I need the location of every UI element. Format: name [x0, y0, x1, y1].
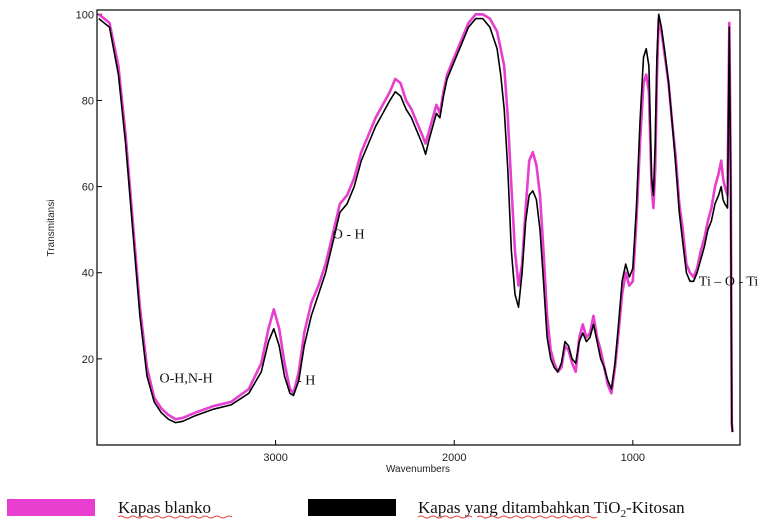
- x-tick-label: 2000: [442, 452, 466, 464]
- legend-label-blanko: Kapas blanko: [118, 498, 211, 517]
- y-tick-label: 20: [82, 354, 94, 366]
- x-axis-label: Wavenumbers: [386, 464, 450, 475]
- legend-label-tio2-main: Kapas yang ditambahkan TiO: [418, 498, 621, 517]
- legend: Kapas blanko Kapas yang ditambahkan TiO2…: [7, 498, 685, 520]
- annotation-label: - H: [297, 374, 315, 389]
- y-tick-label: 60: [82, 182, 94, 194]
- axis-ticks: 100 80 60 40 20 3000 2000 1000: [76, 9, 645, 464]
- y-tick-label: 100: [76, 9, 94, 21]
- legend-label-tio2: Kapas yang ditambahkan TiO2-Kitosan: [418, 498, 685, 520]
- legend-swatch-blanko: [7, 499, 95, 516]
- y-tick-label: 40: [82, 268, 94, 280]
- legend-label-tio2-sub: 2: [621, 508, 627, 520]
- x-tick-label: 1000: [621, 452, 645, 464]
- annotations: O-H,N-H - H O - H Ti – O - Ti: [160, 227, 759, 388]
- annotation-label: Ti – O - Ti: [699, 275, 759, 290]
- annotation-label: O - H: [333, 227, 365, 242]
- legend-label-tio2-end: -Kitosan: [626, 498, 685, 517]
- series-line-tio2-kitosan: [98, 13, 734, 433]
- annotation-label: O-H,N-H: [160, 372, 213, 387]
- plot-frame: [96, 9, 741, 446]
- series-layer: [97, 13, 734, 433]
- legend-swatch-tio2: [308, 499, 396, 516]
- y-axis-label: Transmitansi: [46, 200, 57, 257]
- x-tick-label: 3000: [263, 452, 287, 464]
- y-tick-label: 80: [82, 95, 94, 107]
